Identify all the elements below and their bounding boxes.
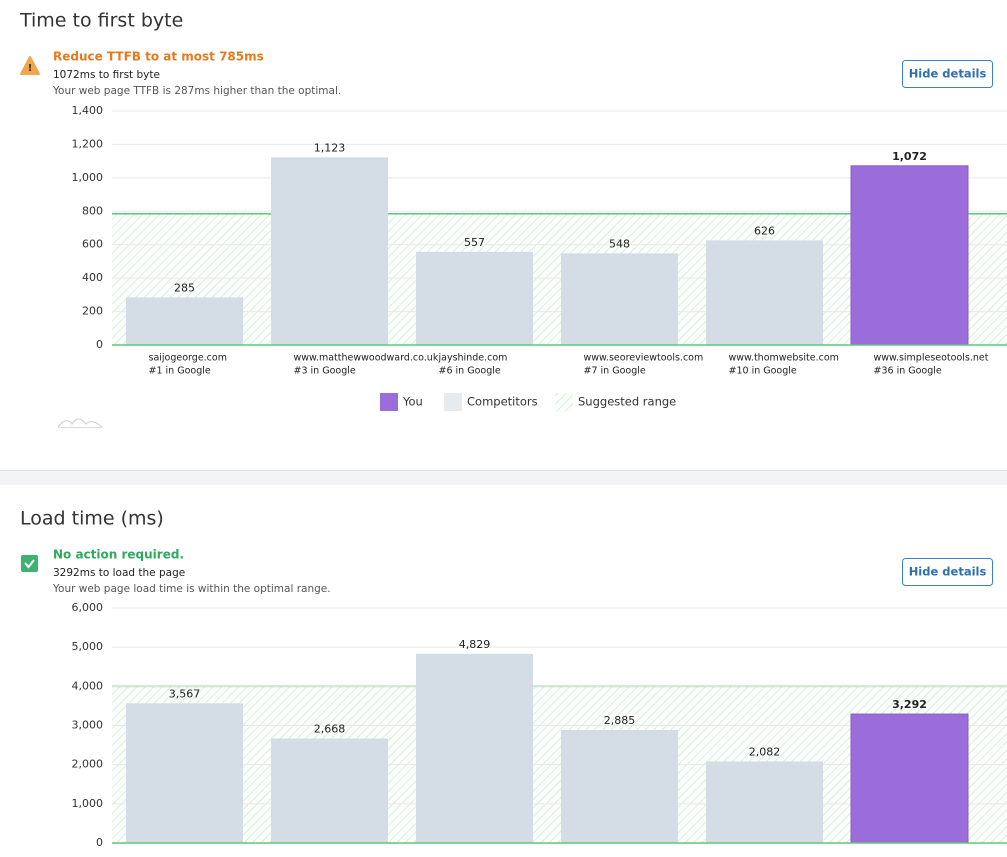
legend-label: You [402,395,423,409]
bar [416,653,533,843]
legend-swatch [380,393,398,411]
bar [416,251,533,345]
y-tick-label: 2,000 [72,758,104,771]
x-tick-label: www.thomwebsite.com [729,353,839,364]
section-separator [0,470,1007,485]
y-tick-label: 3,000 [72,719,104,732]
bar [271,157,388,345]
x-tick-label: jayshinde.com [438,353,508,364]
status-note: Your web page load time is within the op… [52,583,331,595]
y-tick-label: 200 [82,305,103,318]
x-tick-label: www.matthewwoodward.co.uk [294,353,439,364]
legend-label: Competitors [467,395,538,409]
legend-label: Suggested range [578,395,676,409]
y-tick-label: 4,000 [72,679,104,692]
value-label: 3,567 [169,687,201,700]
svg-text:!: ! [28,63,33,74]
value-label: 2,082 [749,745,781,758]
y-tick-label: 400 [82,271,103,284]
y-tick-label: 5,000 [72,640,104,653]
value-label: 1,072 [892,150,927,163]
x-tick-rank: #36 in Google [874,366,942,377]
x-tick-rank: #3 in Google [294,366,356,377]
y-tick-label: 6,000 [72,601,104,614]
bar [126,703,243,843]
bar [271,738,388,843]
value-label: 285 [174,281,195,294]
x-tick-rank: #6 in Google [439,366,501,377]
value-label: 548 [609,237,630,250]
warning-icon: ! [20,56,40,75]
button-box [902,60,993,88]
hide-details-button[interactable]: Hide details [902,60,993,88]
bar [706,761,823,843]
y-tick-label: 0 [96,338,103,351]
bar [850,165,969,346]
bar [706,240,823,345]
status-note: Your web page TTFB is 287ms higher than … [52,85,341,97]
legend-swatch [444,393,462,411]
section-title: Load time (ms) [20,508,164,530]
button-box [902,558,993,586]
status-detail: 3292ms to load the page [53,567,185,579]
x-tick-rank: #1 in Google [149,366,211,377]
button-label: Hide details [909,67,987,81]
hide-details-button[interactable]: Hide details [902,558,993,586]
y-tick-label: 1,200 [72,137,104,150]
x-tick-label: www.seoreviewtools.com [584,353,704,364]
y-tick-label: 1,000 [72,797,104,810]
legend-swatch [555,393,573,411]
y-tick-label: 0 [96,836,103,849]
value-label: 1,123 [314,141,346,154]
bar [850,713,969,844]
status-message: No action required. [53,548,184,562]
y-tick-label: 600 [82,238,103,251]
check-icon [21,555,38,572]
value-label: 3,292 [892,698,927,711]
bar [561,730,678,843]
x-tick-label: saijogeorge.com [149,353,227,364]
x-tick-rank: #10 in Google [729,366,797,377]
value-label: 2,885 [604,714,636,727]
x-tick-label: www.simpleseotools.net [874,353,989,364]
value-label: 2,668 [314,723,346,736]
x-tick-rank: #7 in Google [584,366,646,377]
section-title: Time to first byte [19,10,183,32]
y-tick-label: 1,400 [72,104,104,117]
y-tick-label: 800 [82,204,103,217]
status-message: Reduce TTFB to at most 785ms [53,50,264,64]
status-detail: 1072ms to first byte [53,69,160,81]
y-tick-label: 1,000 [72,171,104,184]
logo-squiggle [57,418,103,428]
value-label: 557 [464,236,485,249]
value-label: 4,829 [459,638,491,651]
button-label: Hide details [909,565,987,579]
bar [126,297,243,345]
bar [561,253,678,345]
value-label: 626 [754,224,775,237]
